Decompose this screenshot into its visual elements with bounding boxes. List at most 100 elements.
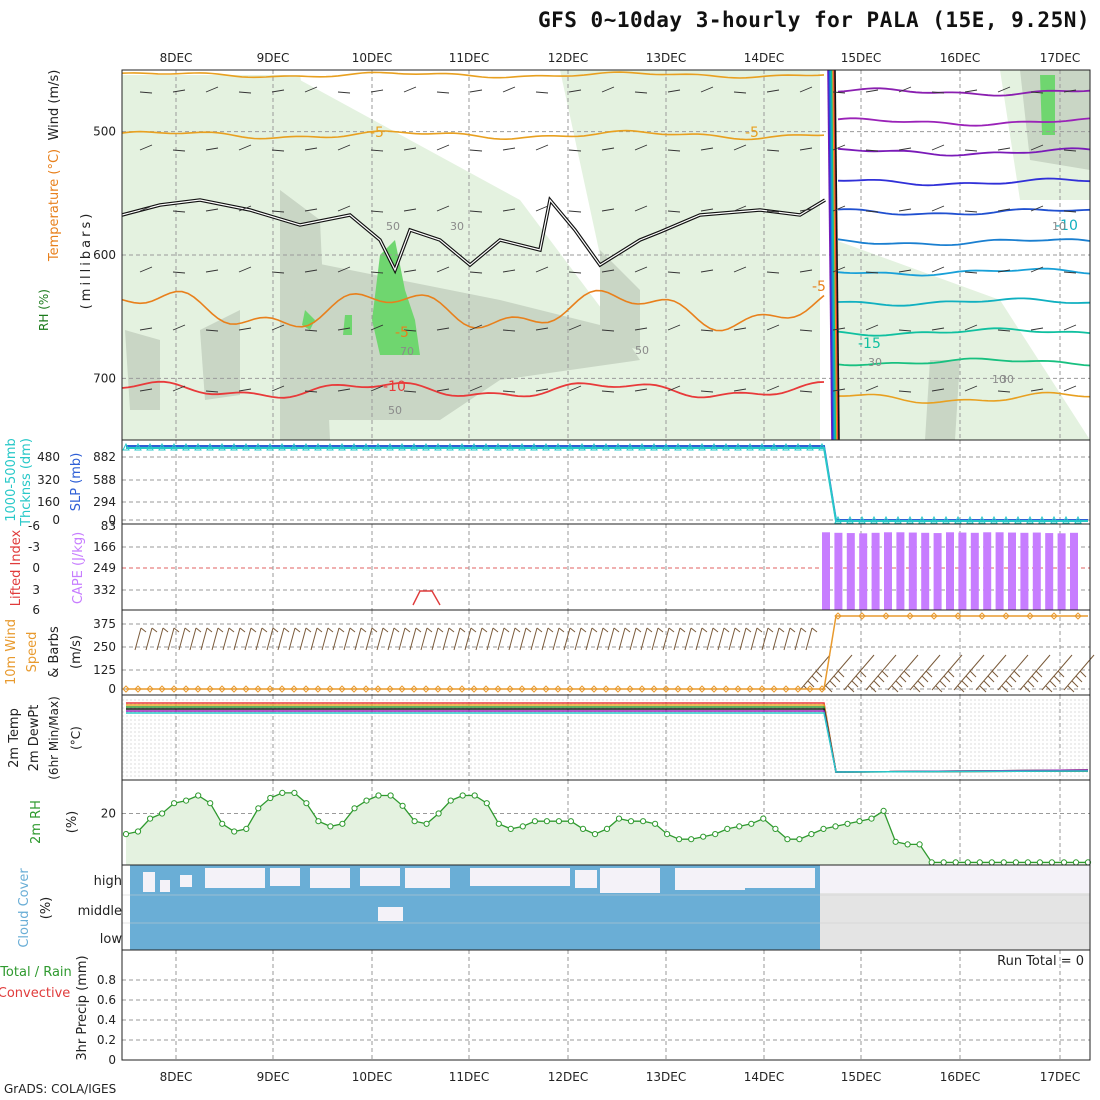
wind-barb [799,208,813,212]
cape-bar [1070,532,1078,610]
wind-speed-marker [422,685,430,693]
wind-barb [837,670,845,678]
wind-barb [695,627,703,651]
wind-barb [403,269,417,273]
wind-speed-marker [782,685,790,693]
cloud-level-label: middle [78,904,122,919]
rh2m-point [988,859,995,866]
wind-barb [1031,675,1039,683]
wind-barb [172,385,186,392]
slp-marker [638,442,646,451]
rh2m-point [291,789,298,797]
rh2m-point [207,800,214,807]
isotherm-line [837,177,1091,187]
wind-barb [239,627,246,633]
wind-barb [403,390,417,393]
rh-contour-label: 50 [388,404,402,417]
wind-barb [238,327,252,331]
wind-barb [634,388,648,392]
wind-barb [799,269,813,273]
wind-barb [935,685,943,693]
wind-barb [903,670,911,678]
wind-barb [436,266,450,273]
wind-barb [975,654,1007,691]
wind-barb [799,329,813,332]
wind-barb [541,627,549,651]
wind-barb [568,271,582,274]
rh2m-point [219,820,226,827]
rh-contour-label: 30 [450,220,464,233]
wind-barb [865,149,879,152]
wind-barb [895,680,903,688]
cape-bar [846,533,855,610]
slp-marker [158,442,166,451]
wind-barb [1030,91,1044,94]
wind-barb [370,149,384,152]
wind-axis-label: Speed [25,632,40,673]
slp-marker [410,442,418,451]
upper-air-panel [121,69,1091,441]
wind-barb [508,627,516,651]
slp-marker [590,442,598,451]
wind-barb [574,627,582,651]
wind-barb [789,627,796,633]
thickness-axis-label: Thcknss (dm) [19,438,34,527]
wind-barb [851,680,859,688]
slp-marker [758,442,766,451]
panels [121,69,1095,1061]
rh2m-point [1024,859,1032,866]
rh2m-point [772,825,779,833]
wind-barb [173,627,180,633]
slp-marker [614,442,622,451]
wind-barb [898,329,912,332]
slp-marker [194,442,202,451]
wind-barb [964,149,978,152]
wind-speed-marker [882,612,890,620]
rh2m-point [447,797,454,804]
temp-axis-label: 2m Temp [7,708,22,768]
rh-contour-label: 70 [400,345,414,358]
pressure-tick: 500 [93,125,116,139]
wind-speed-marker [482,685,490,693]
wind-barb [283,627,290,633]
wind-barb [799,390,813,393]
wind-barb [898,86,912,93]
wind-barb [426,627,433,633]
cape-bar [983,532,992,610]
wind-speed-marker [158,685,166,693]
rh2m-point [892,838,899,845]
wind-barb [939,680,947,688]
wind-barb [502,147,516,151]
wind-axis-label: 10m Wind [4,619,19,685]
wind-speed-marker [710,685,718,693]
wind-barb [601,86,615,93]
cloud-axis-label: Cloud Cover [17,868,32,948]
isotherm-line [837,87,1091,97]
slp-marker [518,442,526,451]
rh2m-point [315,818,322,825]
rh2m-point [627,818,635,825]
rh-shade-mid [925,360,960,440]
wind-barb [211,627,219,651]
cape-bar [908,532,917,610]
wind-barb [634,205,648,212]
wind-barb [766,149,780,152]
wind-barb [1030,144,1044,151]
cloud-gap [160,880,170,892]
wind-barb [469,149,483,152]
wind-barb [899,675,907,683]
rh2m-point [700,833,707,840]
wind-barb [1001,685,1009,693]
wind-speed-marker [794,685,802,693]
wind-barb [519,627,527,651]
wind-barb [865,89,879,93]
isotherm-line [838,391,1091,404]
rh-shade-mid [600,250,640,350]
wind-tick: 125 [93,663,116,677]
rh-shade-bright [1040,75,1055,135]
slp-marker [650,442,658,451]
wind-barb [376,627,384,651]
wind-speed-marker [542,685,550,693]
slp-marker [122,442,130,451]
rh2m-point [832,823,839,830]
